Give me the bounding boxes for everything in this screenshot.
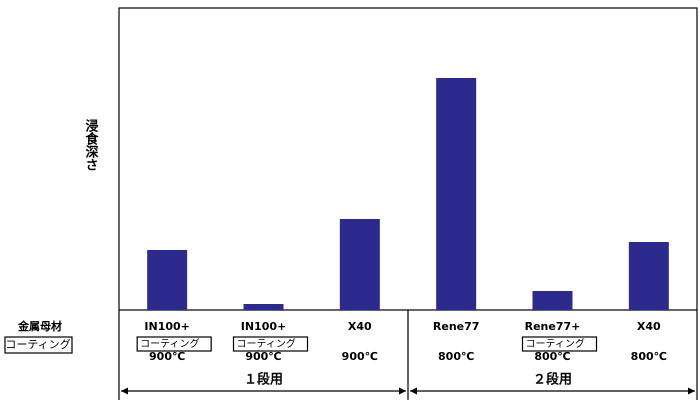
bar xyxy=(436,78,477,310)
temperature-label: 900℃ xyxy=(342,350,378,363)
category-label: Rene77 xyxy=(433,320,480,333)
coating-label: コーティング xyxy=(526,337,585,350)
group-label: １段用 xyxy=(244,372,283,388)
bar xyxy=(532,291,573,310)
temperature-label: 800℃ xyxy=(438,350,474,363)
coating-label: コーティング xyxy=(237,337,296,350)
temperature-label: 800℃ xyxy=(534,350,570,363)
bar xyxy=(339,219,380,310)
y-axis-label: 浸食深さ xyxy=(83,118,99,171)
category-label: IN100+ xyxy=(241,320,286,333)
group-label: ２段用 xyxy=(533,372,572,388)
category-label: X40 xyxy=(637,320,661,333)
temperature-label: 900℃ xyxy=(149,350,185,363)
bar xyxy=(628,242,669,310)
base-material-label: 金属母材 xyxy=(17,319,62,333)
coating-box xyxy=(521,336,598,352)
coating-legend-label: コーティング xyxy=(5,337,70,351)
coating-label: コーティング xyxy=(140,337,199,350)
coating-box xyxy=(232,336,309,352)
plot-frame xyxy=(118,7,698,311)
bar xyxy=(243,304,284,310)
category-label: Rene77+ xyxy=(525,320,581,333)
temperature-label: 800℃ xyxy=(631,350,667,363)
coating-box xyxy=(136,336,212,352)
temperature-label: 900℃ xyxy=(245,350,281,363)
coating-legend-box xyxy=(4,336,73,354)
category-label: X40 xyxy=(348,320,372,333)
category-label: IN100+ xyxy=(144,320,189,333)
bar xyxy=(147,250,188,310)
